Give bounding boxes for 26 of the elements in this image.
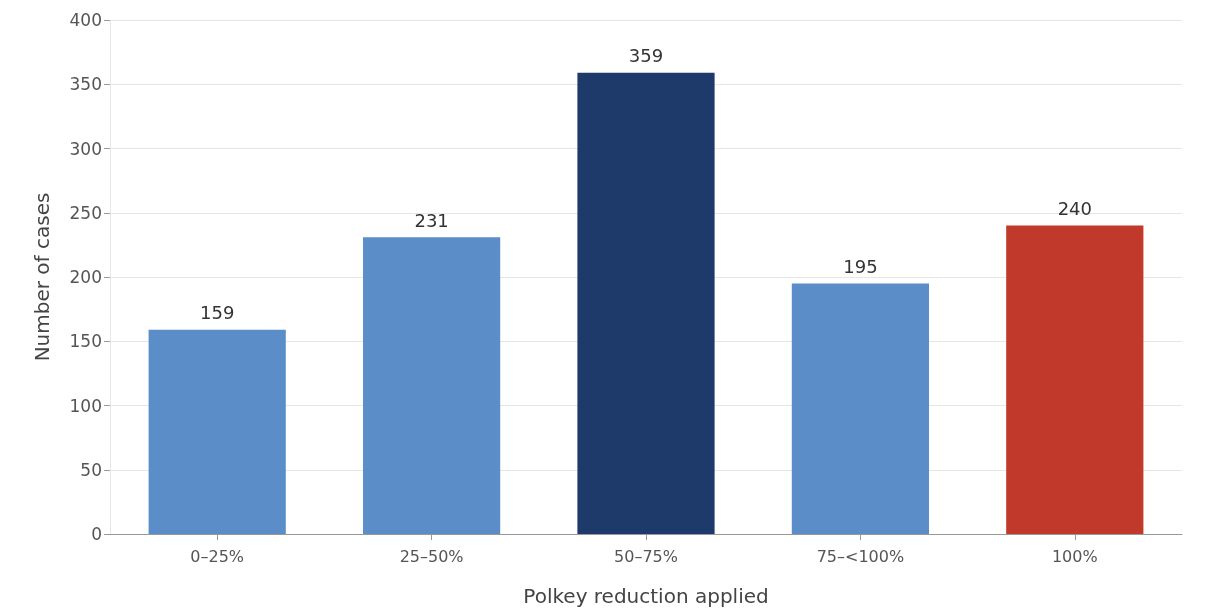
x-tick-label: 75–<100% xyxy=(816,546,905,566)
data-label: 195 xyxy=(843,255,878,277)
data-label: 240 xyxy=(1057,198,1092,220)
y-tick-label: 350 xyxy=(69,74,102,95)
x-tick-label: 0–25% xyxy=(190,546,245,566)
data-label: 159 xyxy=(200,302,235,324)
bar xyxy=(791,283,930,534)
y-tick-label: 250 xyxy=(69,202,102,223)
y-tick-label: 0 xyxy=(91,524,102,544)
data-label: 231 xyxy=(414,209,449,231)
y-axis-title: Number of cases xyxy=(30,192,54,362)
y-tick-label: 300 xyxy=(69,138,102,159)
y-tick-label: 200 xyxy=(69,267,102,287)
bar xyxy=(577,72,715,534)
bar xyxy=(148,329,286,534)
x-tick-label: 50–75% xyxy=(614,546,678,566)
y-tick-label: 50 xyxy=(80,459,102,480)
data-label: 359 xyxy=(628,45,664,67)
x-tick-label: 100% xyxy=(1051,546,1098,566)
x-tick-label: 25–50% xyxy=(399,546,464,566)
bar xyxy=(362,237,501,534)
x-axis-title: Polkey reduction applied xyxy=(523,584,769,608)
y-tick-label: 400 xyxy=(69,10,102,30)
y-tick-label: 100 xyxy=(69,395,102,416)
bar xyxy=(1006,225,1144,534)
y-tick-label: 150 xyxy=(69,331,102,352)
